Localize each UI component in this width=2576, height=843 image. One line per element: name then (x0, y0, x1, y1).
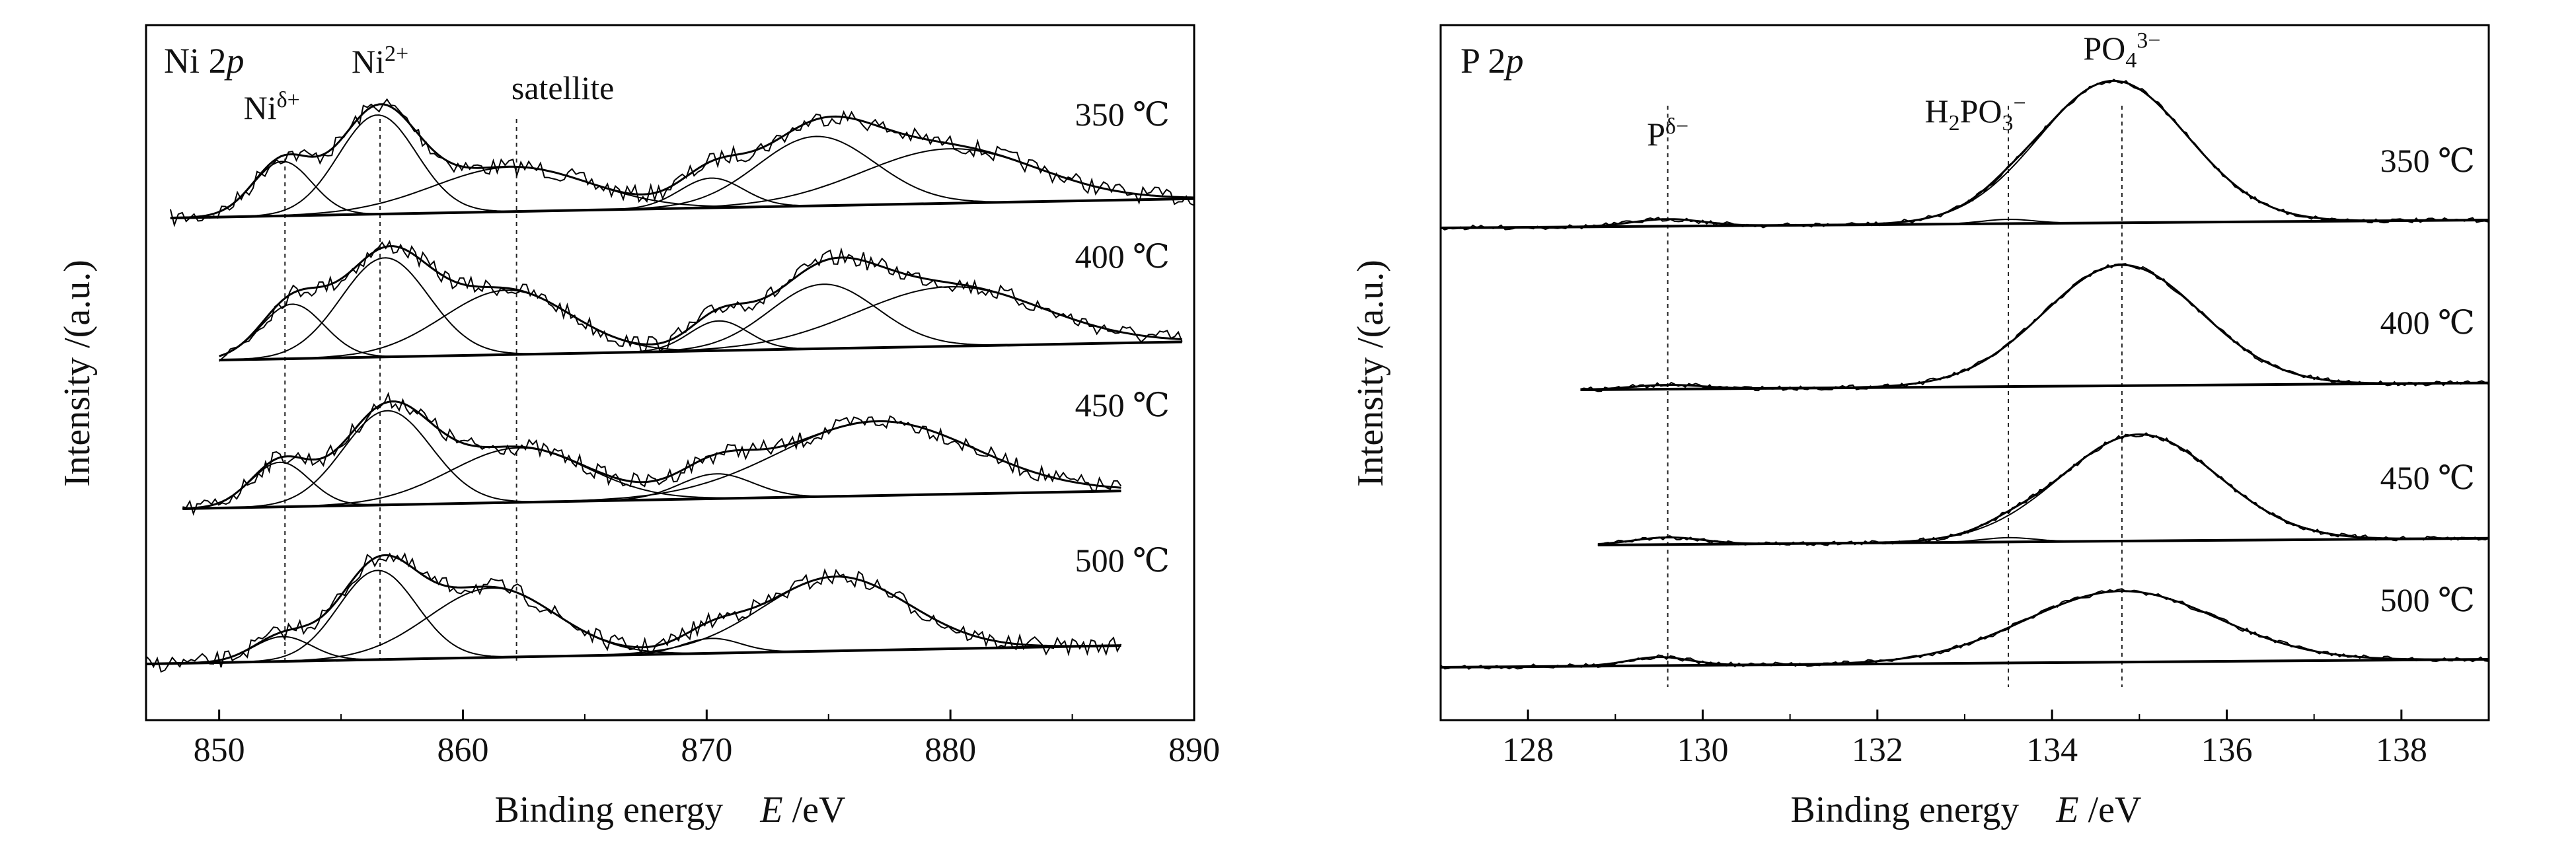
ni-2p-series-label: 450 ℃ (1075, 386, 1170, 423)
ni-2p-fit-component (219, 283, 1182, 361)
ni-2p-x-tick-label: 880 (925, 731, 976, 769)
p-2p-x-tick-label: 134 (2026, 731, 2078, 769)
ni-2p-x-tick-label: 860 (437, 731, 488, 769)
ni-2p-x-tick-label: 870 (681, 731, 732, 769)
ni-2p-series-label: 400 ℃ (1075, 238, 1170, 275)
p-2p-peak-label: H2PO3− (1924, 91, 2026, 135)
p-2p-x-axis-label: Binding energy E /eV (1791, 789, 2142, 830)
p-2p-series-label: 350 ℃ (2380, 142, 2475, 179)
ni-2p-x-tick-label: 850 (194, 731, 245, 769)
ni-2p-fit-component (145, 569, 1121, 665)
p-2p-panel-title: P 2p (1460, 41, 1524, 81)
ni-2p-y-axis-label: Intensity /(a.u.) (57, 260, 98, 487)
p-2p-x-tick-label: 132 (1852, 731, 1903, 769)
p-2p-peak-label: PO43− (2083, 28, 2160, 73)
ni-2p-peak-label: Ni2+ (352, 42, 408, 80)
p-2p-series-label: 500 ℃ (2380, 581, 2475, 618)
ni-2p-plot-frame (145, 24, 1195, 721)
p-2p-series-label: 450 ℃ (2380, 459, 2475, 496)
p-2p-x-tick-label: 136 (2201, 731, 2253, 769)
ni-2p-fit-component (219, 320, 1182, 361)
p-2p-fit-envelope (1580, 264, 2489, 391)
ni-2p-x-axis-label: Binding energy E /eV (495, 789, 846, 830)
ni-2p-fit-component (145, 575, 1121, 665)
ni-2p-series-label: 350 ℃ (1075, 96, 1170, 133)
p-2p-fit-component (1580, 264, 2489, 390)
ni-2p-raw-spectrum (169, 98, 1195, 228)
ni-2p-x-tick-label: 890 (1168, 731, 1220, 769)
ni-2p-peak-label: satellite (511, 69, 615, 106)
ni-2p-fit-component (219, 303, 1182, 357)
ni-2p-fit-component (170, 148, 1195, 219)
p-2p-panel: P 2p Intensity /(a.u.) Binding energy E … (1350, 24, 2490, 830)
ni-2p-fit-envelope (219, 245, 1182, 357)
ni-2p-peak-label: Niδ+ (244, 88, 300, 126)
p-2p-raw-spectrum (1580, 263, 2489, 392)
ni-2p-raw-spectrum (218, 240, 1183, 362)
ni-2p-fit-component (182, 461, 1121, 509)
p-2p-y-axis-label: Intensity /(a.u.) (1350, 260, 1391, 487)
ni-2p-series-label: 500 ℃ (1075, 542, 1170, 579)
ni-2p-fit-component (145, 636, 1121, 665)
p-2p-raw-spectrum (1440, 588, 2489, 670)
p-2p-x-tick-label: 128 (1502, 731, 1554, 769)
ni-2p-panel-title: Ni 2p (164, 41, 245, 81)
p-2p-x-tick-label: 130 (1677, 731, 1729, 769)
ni-2p-raw-spectrum (182, 391, 1122, 516)
ni-2p-raw-spectrum (145, 552, 1122, 673)
ni-2p-fit-component (219, 285, 1182, 361)
p-2p-raw-spectrum (1597, 432, 2489, 546)
p-2p-peak-label: Pδ− (1647, 114, 1688, 153)
p-2p-series-label: 400 ℃ (2380, 304, 2475, 341)
ni-2p-fit-envelope (170, 103, 1195, 219)
ni-2p-fit-envelope (145, 554, 1121, 665)
ni-2p-panel: Ni 2p Intensity /(a.u.) Binding energy E… (57, 24, 1220, 830)
p-2p-x-tick-label: 138 (2376, 731, 2427, 769)
p-2p-raw-spectrum (1440, 79, 2489, 231)
